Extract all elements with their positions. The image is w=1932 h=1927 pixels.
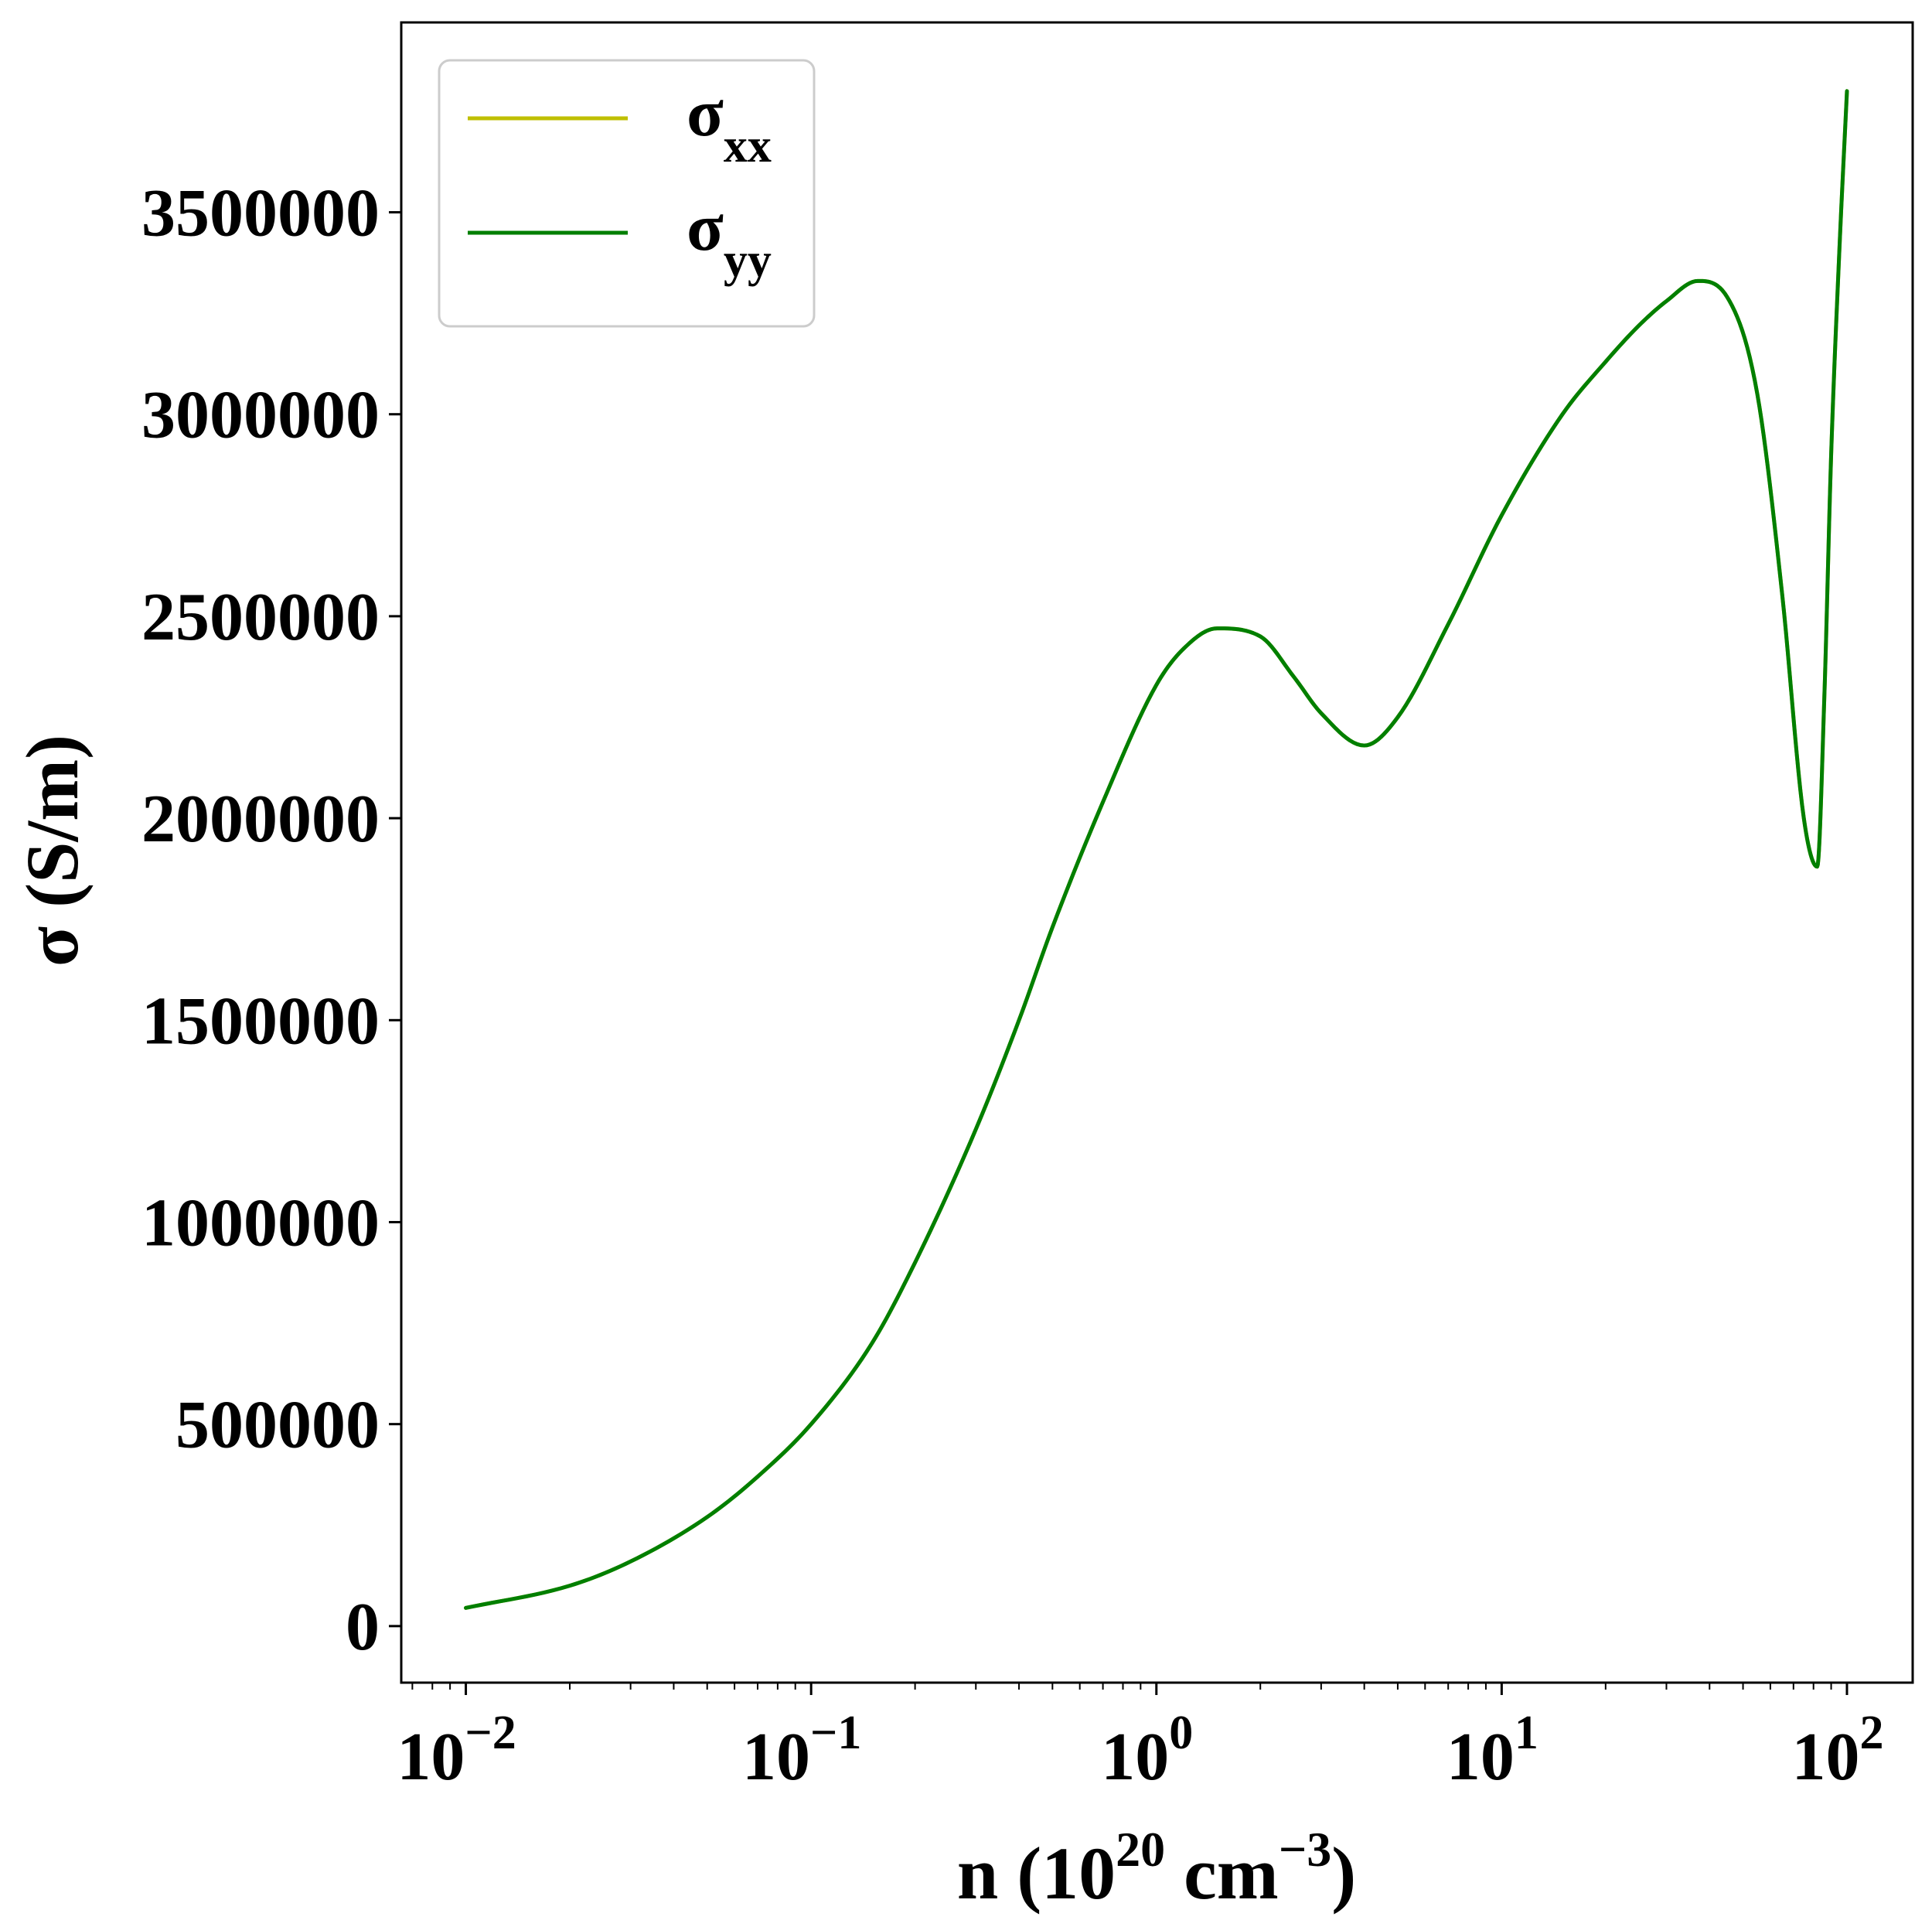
legend: σxx σyy — [438, 59, 816, 328]
x-tick-label: 10−2 — [397, 1707, 516, 1795]
x-tick-label: 100 — [1101, 1707, 1193, 1795]
legend-label-xx: σxx — [687, 76, 772, 172]
x-tick-label: 10−1 — [742, 1707, 861, 1795]
y-axis: 0 500000 1000000 1500000 2000000 2500000 30000… — [141, 176, 401, 1665]
y-tick-label: 500000 — [175, 1388, 380, 1463]
y-tick-label: 1000000 — [141, 1185, 380, 1260]
y-tick-label: 1500000 — [141, 984, 380, 1059]
x-axis-label-unit: cm — [1165, 1832, 1279, 1915]
series-layer — [464, 89, 1849, 1610]
x-tick-label: 101 — [1446, 1707, 1538, 1795]
legend-label-yy: σyy — [687, 190, 772, 287]
series-line-yy — [464, 89, 1849, 1610]
y-axis-label: σ (S/m) — [11, 735, 94, 967]
y-tick-label: 0 — [346, 1590, 380, 1665]
y-tick-label: 3500000 — [141, 176, 380, 251]
x-axis: 10−2 10−1 100 101 102 — [397, 1683, 1883, 1795]
x-axis-label: n (1020 cm−3) — [957, 1822, 1356, 1915]
legend-box — [438, 59, 816, 328]
x-tick-label: 102 — [1791, 1707, 1883, 1795]
y-tick-label: 2000000 — [141, 782, 380, 857]
y-tick-label: 2500000 — [141, 580, 380, 655]
x-axis-label-unit-exponent: −3 — [1279, 1822, 1331, 1877]
x-axis-label-exponent: 20 — [1116, 1822, 1165, 1877]
x-axis-label-prefix: n (10 — [957, 1832, 1116, 1915]
y-tick-label: 3000000 — [141, 378, 380, 453]
x-axis-label-suffix: ) — [1331, 1832, 1356, 1915]
